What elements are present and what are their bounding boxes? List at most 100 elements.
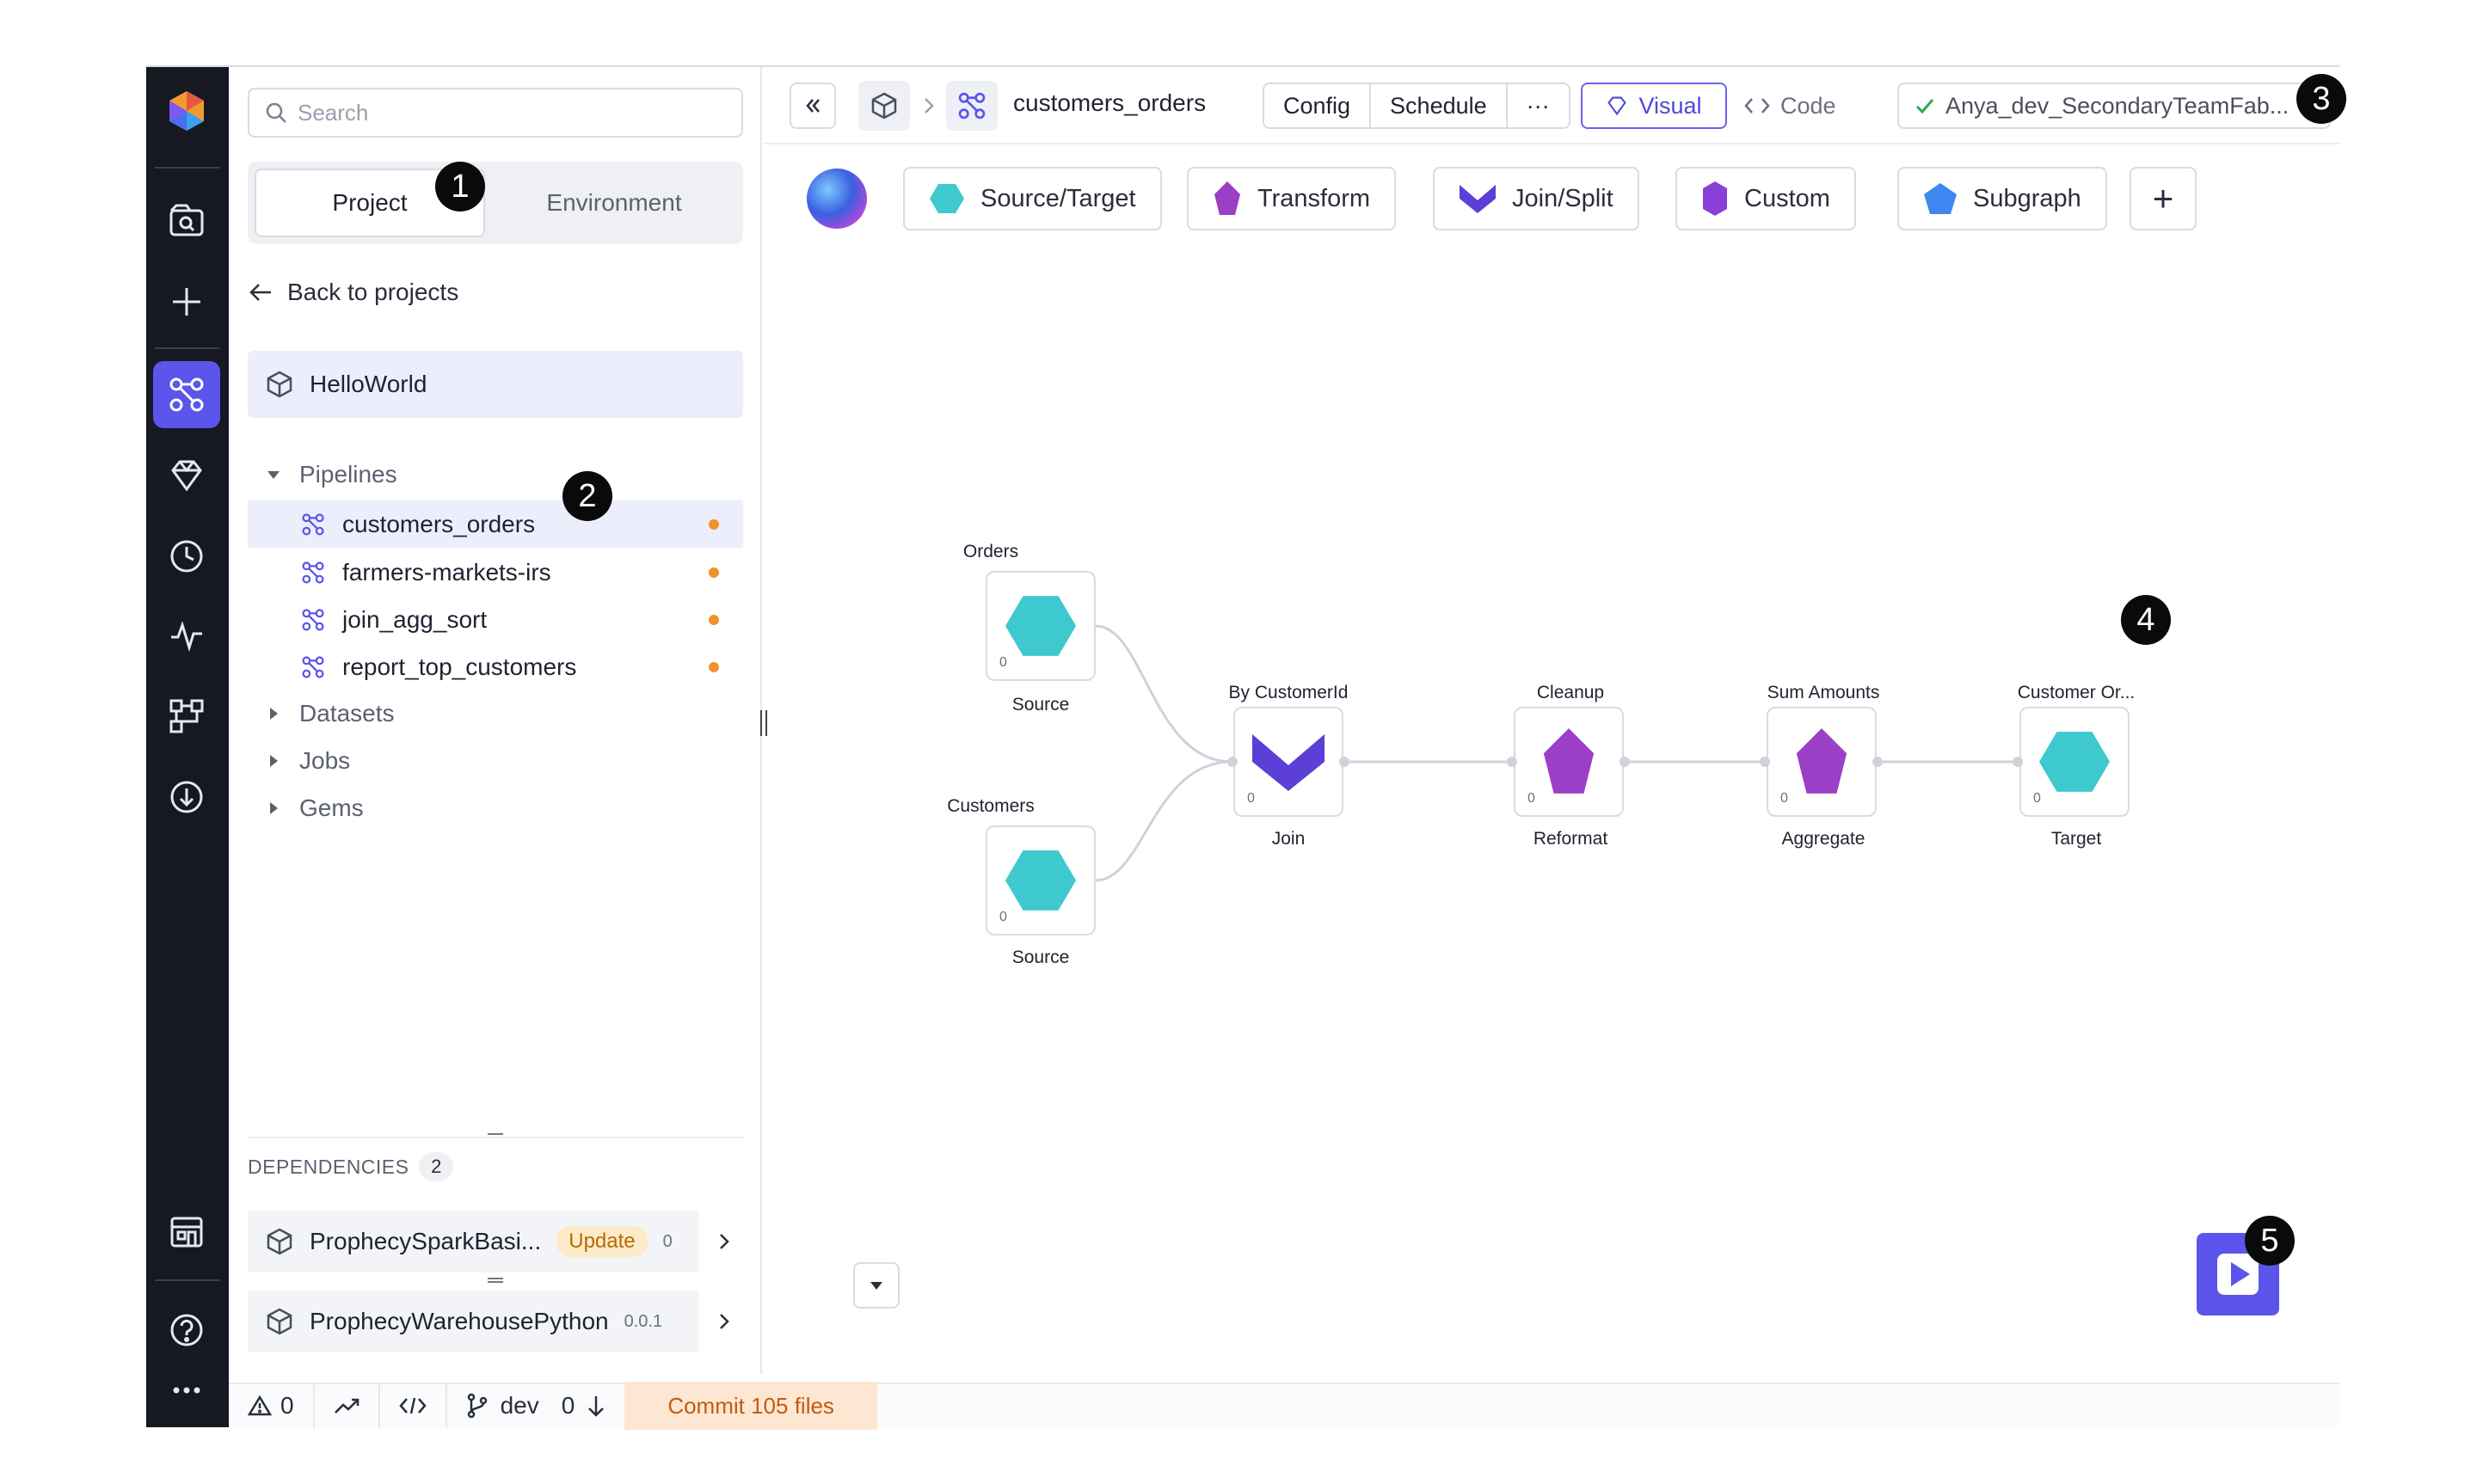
clock-icon[interactable]	[153, 523, 220, 590]
callout-marker: 4	[2121, 595, 2171, 645]
download-icon[interactable]	[153, 763, 220, 831]
node-type: Join	[1271, 829, 1306, 849]
more-button[interactable]: ···	[1526, 92, 1550, 119]
check-icon	[1915, 99, 1934, 114]
branch-status-button[interactable]: Anya_dev_SecondaryTeamFab...	[1897, 83, 2331, 129]
diamond-icon	[1607, 96, 1627, 116]
node-title: Orders	[962, 542, 1019, 561]
pipeline-item[interactable]: join_agg_sort	[248, 596, 743, 643]
canvas-options-button[interactable]	[853, 1262, 900, 1309]
gem-node-reformat[interactable]: 0	[1514, 707, 1624, 817]
gem-node-customers[interactable]: 0	[986, 825, 1096, 935]
pipeline-item[interactable]: farmers-markets-irs	[248, 549, 743, 596]
join-gem-icon	[1460, 185, 1496, 213]
node-count: 0	[2033, 791, 2041, 806]
code-label: Code	[1780, 92, 1836, 119]
gem-custom-button[interactable]: Custom	[1675, 167, 1856, 230]
collapse-sidebar-button[interactable]	[790, 83, 836, 129]
gem-node-target[interactable]: 0	[2019, 707, 2130, 817]
update-badge[interactable]: Update	[556, 1226, 648, 1257]
node-title: By CustomerId	[1228, 683, 1349, 702]
hexagon-gem-icon	[1005, 596, 1077, 656]
status-bar: 0 dev 0 Commit 105 files	[229, 1382, 2339, 1430]
section-datasets[interactable]: Datasets	[248, 690, 743, 737]
gem-node-join[interactable]: 0	[1233, 707, 1343, 817]
subgraph-gem-icon	[1924, 183, 1957, 214]
dependency-name: ProphecyWarehousePython	[310, 1308, 609, 1334]
node-title: Sum Amounts	[1767, 683, 1880, 702]
pending-dot	[709, 615, 719, 625]
gem-subgraph-button[interactable]: Subgraph	[1897, 167, 2107, 230]
arrow-left-icon	[249, 284, 271, 301]
input-port[interactable]	[1227, 757, 1238, 767]
search-input[interactable]: Search	[248, 88, 743, 138]
logo-icon[interactable]	[153, 77, 220, 144]
gem-label: Transform	[1257, 184, 1371, 212]
gem-label: Join/Split	[1512, 184, 1613, 212]
crystal-gem-icon	[1543, 728, 1595, 794]
output-port[interactable]	[1872, 757, 1883, 767]
pipeline-breadcrumb[interactable]	[946, 81, 998, 131]
help-icon[interactable]	[153, 1297, 220, 1364]
output-port[interactable]	[1339, 757, 1349, 767]
input-port[interactable]	[1760, 757, 1770, 767]
gem-node-aggregate[interactable]: 0	[1767, 707, 1877, 817]
node-count: 0	[999, 655, 1007, 670]
add-gem-button[interactable]: +	[2130, 167, 2197, 230]
section-label: Datasets	[299, 699, 395, 727]
pipeline-icon[interactable]	[153, 361, 220, 428]
code-view-button[interactable]	[380, 1383, 447, 1428]
copilot-orb-icon[interactable]	[807, 169, 867, 229]
section-gems[interactable]: Gems	[248, 784, 743, 831]
chevron-right-icon[interactable]	[714, 1311, 734, 1332]
panel-resize-handle[interactable]	[760, 710, 767, 736]
problems-indicator[interactable]: 0	[229, 1383, 315, 1428]
branch-status-label: Anya_dev_SecondaryTeamFab...	[1945, 92, 2290, 119]
pending-dot	[709, 519, 719, 530]
metrics-button[interactable]	[315, 1383, 380, 1428]
app-window: Search Project Environment Back to proje…	[146, 65, 2346, 1430]
branch-indicator[interactable]: dev 0	[447, 1383, 625, 1428]
input-port[interactable]	[2013, 757, 2023, 767]
dependency-item[interactable]: ProphecyWarehousePython 0.0.1	[248, 1291, 743, 1352]
code-icon	[398, 1397, 427, 1414]
chevron-right-icon[interactable]	[714, 1231, 734, 1252]
project-item[interactable]: HelloWorld	[248, 351, 743, 418]
gem-source-target-button[interactable]: Source/Target	[903, 167, 1162, 230]
plus-icon[interactable]	[153, 268, 220, 335]
node-count: 0	[1527, 791, 1535, 806]
pulse-icon[interactable]	[153, 602, 220, 669]
visual-tab[interactable]: Visual	[1581, 83, 1727, 129]
dependencies-label: DEPENDENCIES	[248, 1155, 409, 1178]
package-icon	[871, 92, 897, 120]
lineage-icon[interactable]	[153, 683, 220, 750]
marketplace-icon[interactable]	[153, 1199, 220, 1266]
resize-handle[interactable]	[488, 1278, 503, 1283]
node-title: Customer Or...	[2017, 683, 2136, 702]
divider	[248, 1137, 743, 1138]
back-to-projects-link[interactable]: Back to projects	[248, 273, 458, 311]
commit-button[interactable]: Commit 105 files	[624, 1382, 877, 1430]
gem-transform-button[interactable]: Transform	[1187, 167, 1397, 230]
pipeline-item[interactable]: customers_orders	[248, 500, 743, 548]
output-port[interactable]	[1620, 757, 1630, 767]
gem-node-orders[interactable]: 0	[986, 571, 1096, 681]
caret-down-icon	[267, 470, 280, 479]
more-icon[interactable]	[153, 1357, 220, 1424]
section-pipelines[interactable]: Pipelines	[248, 451, 743, 498]
schedule-button[interactable]: Schedule	[1371, 84, 1508, 127]
code-tab[interactable]: Code	[1744, 83, 1836, 129]
callout-marker: 1	[435, 162, 485, 212]
config-button[interactable]: Config	[1264, 84, 1372, 127]
section-jobs[interactable]: Jobs	[248, 737, 743, 784]
dependency-item[interactable]: ProphecySparkBasi... Update 0	[248, 1211, 743, 1272]
node-title: Cleanup	[1536, 683, 1605, 702]
diamond-icon[interactable]	[153, 442, 220, 509]
crystal-gem-icon	[1796, 728, 1847, 794]
browse-icon[interactable]	[153, 187, 220, 254]
pipeline-item[interactable]: report_top_customers	[248, 643, 743, 690]
project-breadcrumb[interactable]	[858, 81, 910, 131]
gem-join-split-button[interactable]: Join/Split	[1433, 167, 1639, 230]
input-port[interactable]	[1507, 757, 1517, 767]
tab-environment[interactable]: Environment	[546, 189, 682, 216]
